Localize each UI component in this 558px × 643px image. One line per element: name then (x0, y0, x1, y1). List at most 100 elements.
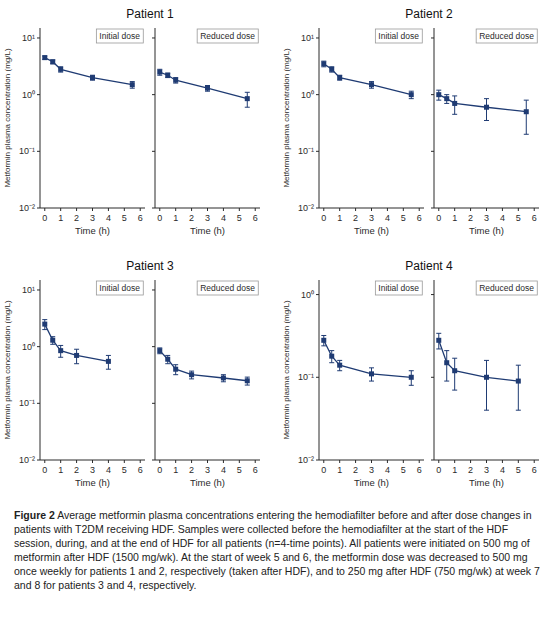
annotation: Reduced dose (197, 281, 258, 295)
error-bar (106, 355, 111, 369)
error-bar-cap (484, 410, 489, 411)
x-tick-label: 2 (189, 465, 194, 475)
error-bar-cap (58, 345, 63, 346)
y-tick (152, 37, 155, 38)
y-tick (316, 94, 319, 95)
x-tick-label: 6 (253, 465, 258, 475)
y-tick-label: 10⁰ (22, 342, 35, 352)
error-bar-stem (486, 360, 487, 410)
y-tick (316, 460, 319, 461)
annotation: Reduced dose (476, 281, 537, 295)
marker (165, 357, 170, 362)
line (45, 324, 109, 361)
y-tick-label: 10⁻² (19, 203, 35, 213)
annotation-box (197, 281, 258, 295)
y-tick-label: 10⁰ (301, 90, 314, 100)
x-tick-label: 5 (401, 465, 406, 475)
y-tick-label: 10¹ (301, 33, 314, 43)
error-bar (165, 73, 170, 77)
line (439, 95, 527, 112)
x-tick (175, 460, 176, 463)
x-tick (124, 460, 125, 463)
x-axis-label: Time (h) (190, 225, 225, 236)
marker (58, 67, 63, 72)
error-bar (409, 91, 414, 98)
marker (369, 82, 374, 87)
error-bar-cap (205, 91, 210, 92)
y-tick-label: 10⁰ (22, 90, 35, 100)
error-bar (452, 96, 457, 114)
error-bar-cap (524, 100, 529, 101)
x-tick-label: 2 (189, 213, 194, 223)
marker (130, 82, 135, 87)
x-tick (159, 460, 160, 463)
marker (58, 348, 63, 353)
panel-title: Patient 4 (405, 259, 453, 273)
y-tick (37, 346, 40, 347)
x-tick (371, 208, 372, 211)
x-tick (140, 208, 141, 211)
x-tick (92, 208, 93, 211)
error-bar-cap (452, 390, 457, 391)
error-bar (321, 61, 326, 67)
marker (173, 78, 178, 83)
y-tick (152, 151, 155, 152)
x-tick-label: 0 (42, 213, 47, 223)
annotation-box (375, 29, 422, 43)
plot-area (319, 28, 424, 208)
x-tick-label: 3 (205, 213, 210, 223)
line (324, 340, 412, 377)
marker (452, 101, 457, 106)
x-tick-label: 4 (500, 465, 505, 475)
marker (173, 367, 178, 372)
y-tick-label: 10⁻² (298, 203, 314, 213)
error-bar-cap (516, 410, 521, 411)
x-tick (502, 460, 503, 463)
x-tick (239, 460, 240, 463)
error-bar-cap (173, 374, 178, 375)
y-tick (37, 403, 40, 404)
marker (436, 92, 441, 97)
annotation: Initial dose (375, 29, 422, 43)
error-bar-cap (409, 370, 414, 371)
x-tick (108, 208, 109, 211)
y-axis (40, 280, 41, 460)
marker (444, 360, 449, 365)
panel: 012345610⁻²10⁻¹10⁰10¹Time (h)Metformin p… (282, 28, 424, 236)
x-tick (355, 208, 356, 211)
x-tick-label: 5 (237, 213, 242, 223)
y-tick-label: 10⁻² (19, 455, 35, 465)
annotation-text: Initial dose (99, 283, 140, 293)
y-axis-label: Metformin plasma concentration (mg/L) (282, 48, 291, 188)
x-tick-label: 1 (337, 213, 342, 223)
error-bar-cap (436, 90, 441, 91)
line (439, 340, 519, 381)
x-tick (387, 208, 388, 211)
y-axis-label: Metformin plasma concentration (mg/L) (3, 300, 12, 440)
error-bar-cap (245, 92, 250, 93)
y-tick (37, 94, 40, 95)
error-bar-cap (329, 362, 334, 363)
error-bar-cap (245, 385, 250, 386)
x-tick-label: 4 (500, 213, 505, 223)
x-tick-label: 3 (484, 465, 489, 475)
x-tick-label: 0 (321, 465, 326, 475)
data-group (321, 335, 414, 385)
y-tick (316, 377, 319, 378)
y-axis (155, 280, 156, 460)
error-bar-cap (74, 349, 79, 350)
x-tick (124, 208, 125, 211)
x-tick (534, 208, 535, 211)
x-tick (419, 208, 420, 211)
error-bar-cap (165, 363, 170, 364)
x-tick (518, 460, 519, 463)
x-axis-label: Time (h) (469, 477, 504, 488)
x-tick-label: 2 (74, 213, 79, 223)
x-tick (323, 460, 324, 463)
marker (106, 359, 111, 364)
plot-area (434, 28, 539, 208)
y-tick (316, 294, 319, 295)
marker (409, 375, 414, 380)
marker (321, 61, 326, 66)
caption-text: Average metformin plasma concentrations … (14, 509, 540, 591)
